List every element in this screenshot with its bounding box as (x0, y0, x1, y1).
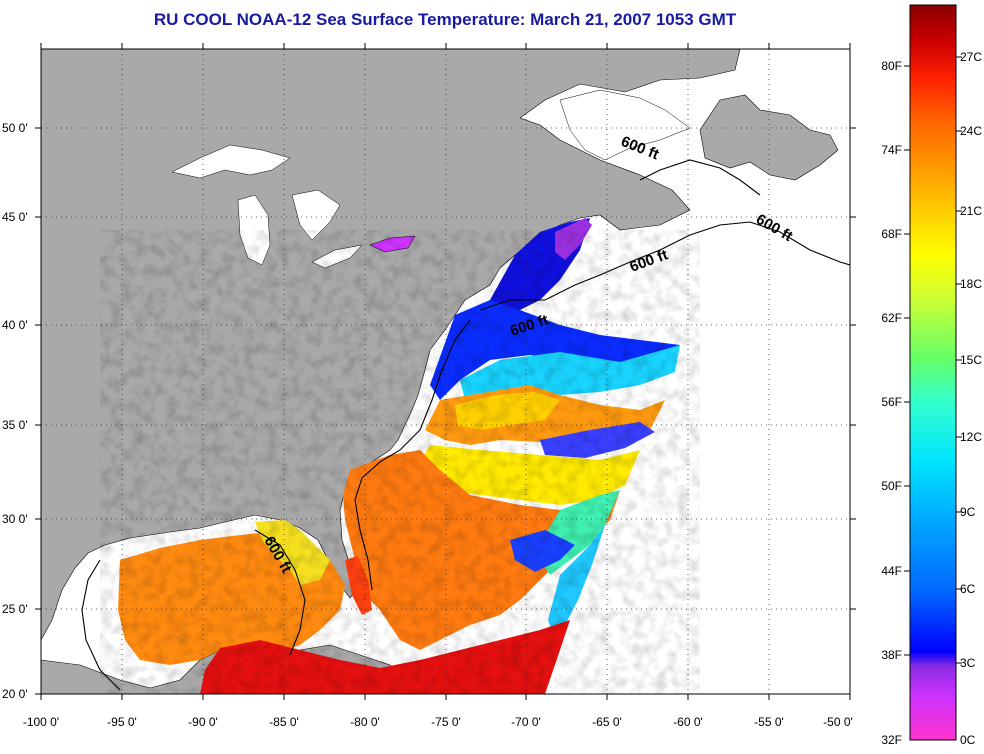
colorbar-f-label: 62F (881, 311, 902, 325)
colorbar-f-label: 44F (881, 564, 902, 578)
lon-label: -55 0' (754, 715, 784, 729)
lon-label: -85 0' (269, 715, 299, 729)
colorbar-f-label: 56F (881, 395, 902, 409)
colorbar-c-label: 15C (960, 353, 982, 367)
lon-label: -95 0' (107, 715, 137, 729)
lake-superior (171, 144, 291, 179)
contour-600ft-north (479, 221, 850, 311)
lon-label: -60 0' (673, 715, 703, 729)
colorbar (909, 4, 957, 741)
contour-600ft-south (354, 319, 471, 591)
lat-label: 40 0' (2, 318, 28, 332)
longitude-labels: -100 0' -95 0' -90 0' -85 0' -80 0' -75 … (23, 715, 853, 729)
colorbar-c-label: 21C (960, 204, 982, 218)
colorbar-f-label: 32F (881, 733, 902, 747)
latitude-labels: 50 0' 45 0' 40 0' 35 0' 30 0' 25 0' 20 0… (2, 121, 28, 701)
lat-label: 20 0' (2, 687, 28, 701)
colorbar-f-label: 80F (881, 59, 902, 73)
lon-label: -80 0' (350, 715, 380, 729)
colorbar-c-label: 9C (960, 505, 976, 519)
lon-label: -75 0' (431, 715, 461, 729)
hudson-bay-area (559, 89, 691, 161)
lake-huron (291, 189, 341, 241)
colorbar-f-label: 38F (881, 648, 902, 662)
colorbar-f-label: 74F (881, 143, 902, 157)
contour-600ft-shelf-break (639, 159, 761, 196)
colorbar-ticks (904, 56, 962, 664)
map-title: RU COOL NOAA-12 Sea Surface Temperature:… (153, 10, 737, 29)
colorbar-fahrenheit-labels: 80F 74F 68F 62F 56F 50F 44F 38F 32F (881, 59, 902, 747)
colorbar-c-label: 27C (960, 50, 982, 64)
lat-label: 45 0' (2, 210, 28, 224)
lon-label: -70 0' (511, 715, 541, 729)
colorbar-celsius-labels: 27C 24C 21C 18C 15C 12C 9C 6C 3C 0C (960, 50, 982, 747)
colorbar-f-label: 68F (881, 227, 902, 241)
colorbar-c-label: 24C (960, 124, 982, 138)
sst-texture (100, 230, 700, 694)
colorbar-c-label: 6C (960, 582, 976, 596)
lat-label: 35 0' (2, 418, 28, 432)
lat-label: 30 0' (2, 512, 28, 526)
land-newfoundland (699, 94, 839, 181)
lon-label: -100 0' (23, 715, 59, 729)
axis-ticks (35, 43, 856, 700)
lon-label: -65 0' (592, 715, 622, 729)
colorbar-f-label: 50F (881, 479, 902, 493)
lon-label: -50 0' (823, 715, 853, 729)
lon-label: -90 0' (188, 715, 218, 729)
lat-label: 50 0' (2, 121, 28, 135)
colorbar-c-label: 12C (960, 430, 982, 444)
colorbar-c-label: 0C (960, 733, 976, 747)
contour-600ft-gulf (81, 529, 306, 691)
lat-label: 25 0' (2, 602, 28, 616)
colorbar-c-label: 18C (960, 277, 982, 291)
colorbar-c-label: 3C (960, 656, 976, 670)
